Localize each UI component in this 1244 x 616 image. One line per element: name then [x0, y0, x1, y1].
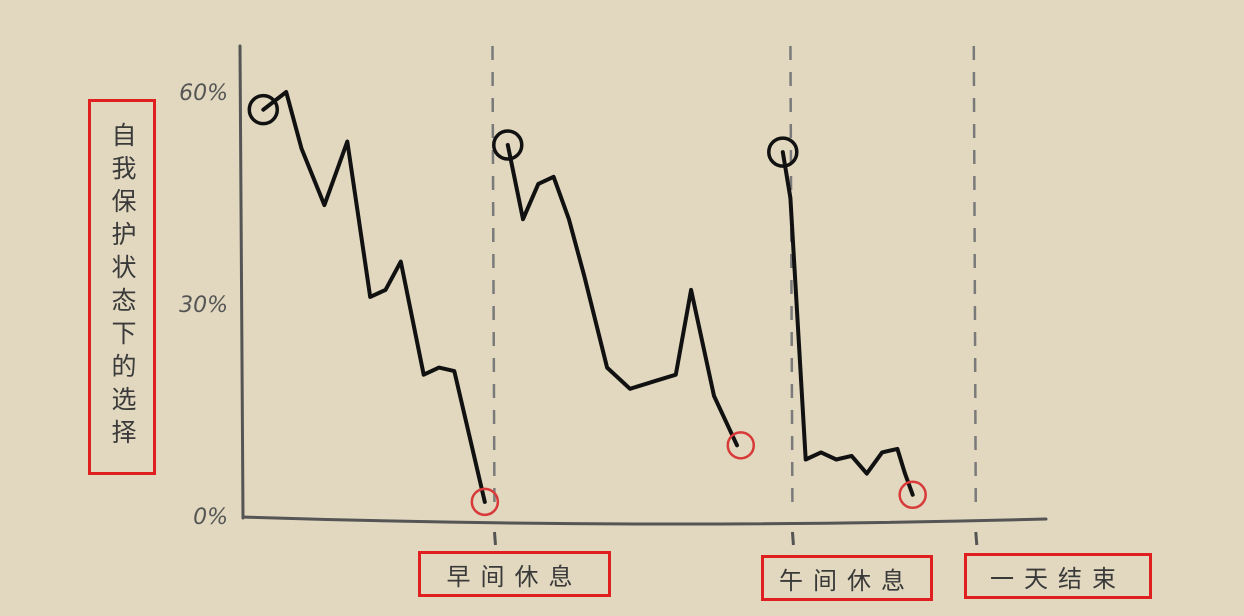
- y-tick-label: 60%: [179, 81, 228, 106]
- marker-x-tick: [790, 531, 795, 546]
- series-line-2: [505, 143, 739, 448]
- y-axis-label: 自我保护状态下的选择: [108, 122, 137, 452]
- marker-dashed-line: [972, 45, 978, 513]
- y-axis-line: [238, 44, 245, 520]
- marker-label-noon-break: 午间休息: [761, 555, 933, 601]
- marker-label-text: 一天结束: [990, 564, 1126, 593]
- y-axis-label-box: 自我保护状态下的选择: [88, 99, 156, 475]
- marker-x-tick: [492, 531, 497, 546]
- start-point-circle: [492, 129, 524, 161]
- marker-label-text: 早间休息: [446, 562, 583, 591]
- end-point-circle: [898, 480, 927, 510]
- start-point-circle: [247, 93, 280, 126]
- end-point-circle: [726, 431, 756, 460]
- series-line-1: [261, 90, 487, 504]
- y-tick-label: 30%: [179, 293, 228, 318]
- marker-x-tick: [974, 531, 979, 546]
- marker-dashed-line: [491, 45, 496, 513]
- marker-label-end-of-day: 一天结束: [964, 553, 1152, 599]
- marker-label-text: 午间休息: [779, 566, 915, 595]
- end-point-circle: [470, 487, 500, 517]
- series-line-3: [780, 150, 915, 497]
- x-axis-line: [241, 515, 1048, 526]
- marker-dashed-line: [789, 45, 794, 513]
- y-tick-label: 0%: [193, 505, 228, 530]
- marker-label-morning-break: 早间休息: [418, 551, 611, 597]
- start-point-circle: [767, 136, 799, 168]
